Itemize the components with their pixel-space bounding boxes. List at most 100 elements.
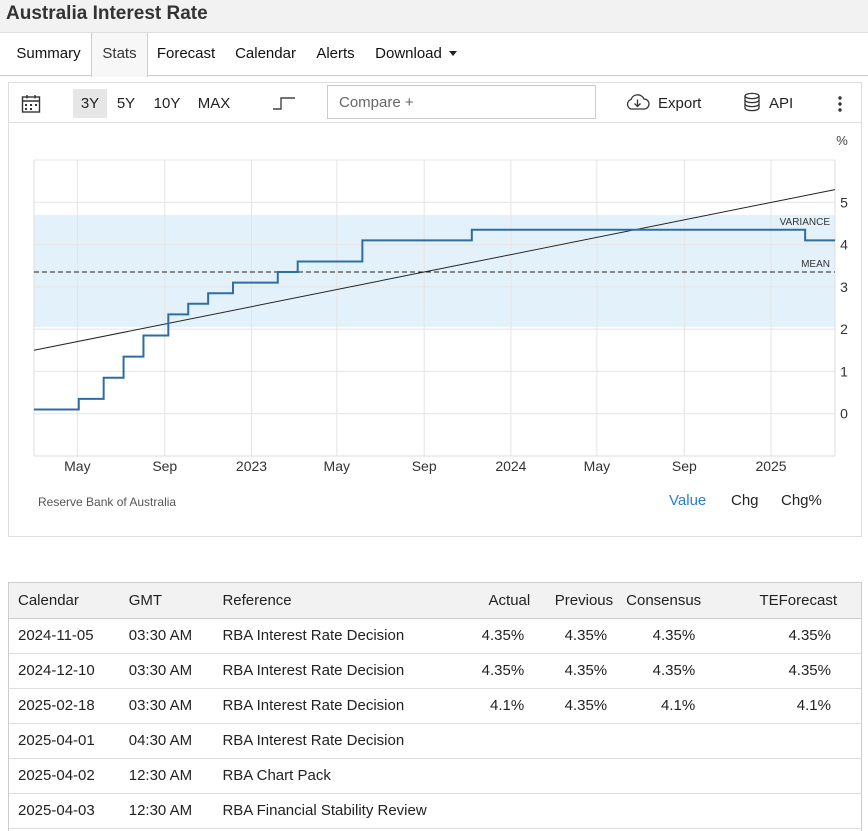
step-chart-icon xyxy=(273,97,295,110)
cell-teforecast: 4.35% xyxy=(723,618,861,654)
cell-teforecast: 4.35% xyxy=(723,653,861,689)
rate-series-line xyxy=(34,228,835,411)
cell-actual: 4.35% xyxy=(467,618,544,654)
cell-actual: 4.35% xyxy=(467,653,544,689)
tab-calendar[interactable]: Calendar xyxy=(235,45,296,62)
cell-reference[interactable]: RBA Interest Rate Decision xyxy=(212,723,468,759)
cell-previous: 4.35% xyxy=(543,653,627,689)
range-max-button[interactable]: MAX xyxy=(197,95,231,112)
chart-source: Reserve Bank of Australia xyxy=(38,495,177,509)
cell-actual xyxy=(467,793,544,829)
cell-calendar: 2024-12-10 xyxy=(9,653,119,689)
column-header-consensus[interactable]: Consensus xyxy=(626,583,724,619)
interest-rate-chart: 0 1 2 3 4 5% May Sep 2023 May Sep 2024 May Sep 2025 VAR… xyxy=(33,133,848,474)
column-header-gmt[interactable]: GMT xyxy=(118,583,213,619)
value-toggle[interactable]: Value xyxy=(669,492,707,509)
range-5y-button[interactable]: 5Y xyxy=(116,95,136,112)
cell-teforecast: 4.1% xyxy=(723,688,861,724)
cell-calendar: 2025-04-03 xyxy=(9,793,119,829)
tab-forecast[interactable]: Forecast xyxy=(156,45,216,62)
cell-gmt: 03:30 AM xyxy=(118,653,213,689)
tab-alerts[interactable]: Alerts xyxy=(316,45,355,62)
cell-consensus: 4.35% xyxy=(626,618,724,654)
more-options-button[interactable] xyxy=(831,89,849,118)
cell-gmt: 12:30 AM xyxy=(118,758,213,794)
column-header-calendar[interactable]: Calendar xyxy=(9,583,119,619)
calendar-button[interactable] xyxy=(17,89,45,118)
tab-download-label: Download xyxy=(375,45,442,62)
variance-band xyxy=(34,214,835,328)
y-tick-label: 5 xyxy=(840,194,848,210)
column-header-previous[interactable]: Previous xyxy=(543,583,627,619)
range-3y-button[interactable]: 3Y xyxy=(73,89,107,118)
cell-gmt: 12:30 AM xyxy=(118,793,213,829)
tab-summary[interactable]: Summary xyxy=(16,45,81,62)
cell-reference[interactable]: RBA Interest Rate Decision xyxy=(212,618,468,654)
table-row: 2025-04-01 04:30 AM RBA Interest Rate Deci… xyxy=(9,723,861,759)
chart-toolbar: 3Y 5Y 10Y MAX Export API xyxy=(8,82,862,123)
column-header-reference[interactable]: Reference xyxy=(212,583,468,619)
cell-actual xyxy=(467,758,544,794)
mean-label: MEAN xyxy=(801,259,830,270)
table-row: 2025-04-03 12:30 AM RBA Financial Stabilit… xyxy=(9,793,861,829)
table-row: 2025-02-18 03:30 AM RBA Interest Rate Deci… xyxy=(9,688,861,724)
export-button[interactable]: Export xyxy=(625,89,707,118)
x-tick-label: 2024 xyxy=(495,458,526,474)
y-tick-label: 1 xyxy=(840,363,848,379)
compare-input[interactable] xyxy=(327,85,596,119)
cell-calendar: 2025-02-18 xyxy=(9,688,119,724)
cell-consensus xyxy=(626,793,724,829)
x-tick-label: May xyxy=(324,458,350,474)
export-label: Export xyxy=(658,95,702,112)
cell-teforecast xyxy=(723,758,861,794)
cell-consensus xyxy=(626,723,724,759)
table-body: 2024-11-05 03:30 AM RBA Interest Rate Deci… xyxy=(9,618,861,829)
cell-calendar: 2024-11-05 xyxy=(9,618,119,654)
database-icon xyxy=(744,92,760,112)
x-tick-label: May xyxy=(64,458,90,474)
api-button[interactable]: API xyxy=(743,89,799,118)
cell-reference[interactable]: RBA Chart Pack xyxy=(212,758,468,794)
column-header-actual[interactable]: Actual xyxy=(467,583,544,619)
cell-calendar: 2025-04-02 xyxy=(9,758,119,794)
unit-label: % xyxy=(836,133,848,148)
cell-previous: 4.35% xyxy=(543,618,627,654)
range-10y-button[interactable]: 10Y xyxy=(153,95,181,112)
x-tick-label: Sep xyxy=(672,458,697,474)
cell-teforecast xyxy=(723,793,861,829)
y-tick-label: 0 xyxy=(840,406,848,422)
cell-consensus xyxy=(626,758,724,794)
api-label: API xyxy=(769,95,794,112)
tab-bar: Summary Stats Forecast Calendar Alerts D… xyxy=(0,33,868,77)
chg-pct-toggle[interactable]: Chg% xyxy=(781,492,822,509)
cell-reference[interactable]: RBA Interest Rate Decision xyxy=(212,688,468,724)
cell-consensus: 4.35% xyxy=(626,653,724,689)
tab-stats[interactable]: Stats xyxy=(91,33,148,77)
cell-previous xyxy=(543,793,627,829)
cell-reference[interactable]: RBA Interest Rate Decision xyxy=(212,653,468,689)
cell-calendar: 2025-04-01 xyxy=(9,723,119,759)
cell-previous: 4.35% xyxy=(543,688,627,724)
calendar-table: Calendar GMT Reference Actual Previous Consen… xyxy=(9,583,861,829)
caret-down-icon xyxy=(448,50,457,56)
cell-reference[interactable]: RBA Financial Stability Review xyxy=(212,793,468,829)
cell-actual: 4.1% xyxy=(467,688,544,724)
y-tick-label: 3 xyxy=(840,279,848,295)
table-row: 2024-12-10 03:30 AM RBA Interest Rate Deci… xyxy=(9,653,861,689)
cell-actual xyxy=(467,723,544,759)
table-header-row: Calendar GMT Reference Actual Previous Consen… xyxy=(9,583,861,619)
chart-panel: 0 1 2 3 4 5% May Sep 2023 May Sep 2024 May Sep 2025 VAR… xyxy=(8,123,862,537)
cloud-download-icon xyxy=(626,94,650,110)
cell-gmt: 03:30 AM xyxy=(118,618,213,654)
x-tick-label: 2025 xyxy=(755,458,786,474)
calendar-table-container: Calendar GMT Reference Actual Previous Consen… xyxy=(8,582,862,831)
cell-consensus: 4.1% xyxy=(626,688,724,724)
y-tick-label: 2 xyxy=(840,321,848,337)
column-header-teforecast[interactable]: TEForecast xyxy=(723,583,861,619)
table-row: 2025-04-02 12:30 AM RBA Chart Pack xyxy=(9,758,861,794)
chg-toggle[interactable]: Chg xyxy=(731,492,759,509)
cell-gmt: 03:30 AM xyxy=(118,688,213,724)
tab-download[interactable]: Download xyxy=(364,33,468,76)
chart-type-button[interactable] xyxy=(269,89,299,118)
cell-teforecast xyxy=(723,723,861,759)
